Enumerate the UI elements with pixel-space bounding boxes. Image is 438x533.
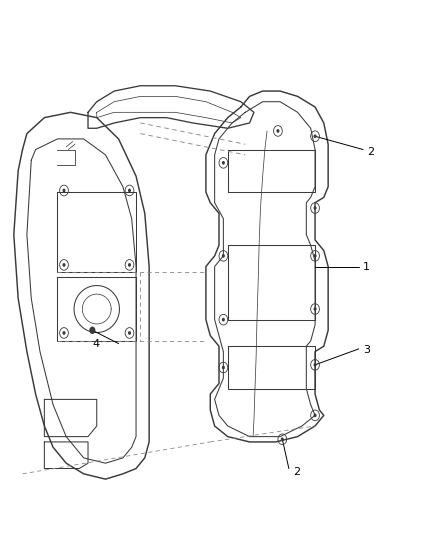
- Circle shape: [63, 263, 66, 266]
- Circle shape: [314, 363, 317, 367]
- Circle shape: [314, 254, 317, 258]
- Circle shape: [128, 331, 131, 335]
- Text: 1: 1: [363, 262, 370, 271]
- Circle shape: [314, 307, 317, 311]
- Circle shape: [276, 129, 279, 133]
- Circle shape: [222, 161, 225, 165]
- Circle shape: [314, 414, 317, 417]
- Text: 2: 2: [367, 147, 374, 157]
- Circle shape: [314, 134, 317, 138]
- Text: 4: 4: [92, 338, 99, 349]
- Circle shape: [89, 327, 95, 334]
- Circle shape: [128, 263, 131, 266]
- Circle shape: [222, 254, 225, 258]
- Circle shape: [63, 189, 66, 192]
- Circle shape: [222, 366, 225, 369]
- Circle shape: [222, 318, 225, 321]
- Circle shape: [314, 206, 317, 210]
- Circle shape: [128, 189, 131, 192]
- Circle shape: [63, 331, 66, 335]
- Text: 3: 3: [363, 345, 370, 355]
- Circle shape: [281, 438, 284, 441]
- Text: 2: 2: [293, 467, 300, 477]
